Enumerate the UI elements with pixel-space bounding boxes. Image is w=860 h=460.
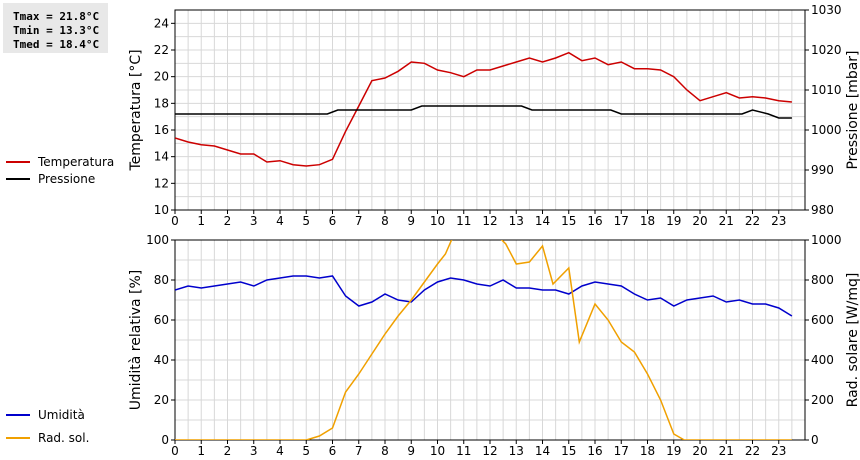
top-xtick-label: 22 [745,214,760,228]
bottom-xtick-label: 19 [666,444,681,458]
bottom-series-line-1 [175,240,792,440]
bottom-ytick-label: 40 [154,353,169,367]
bottom-legend-label: Umidità [38,408,85,422]
bottom-xtick-label: 16 [587,444,602,458]
top-y2tick-label: 1030 [811,3,842,17]
bottom-xtick-label: 4 [276,444,284,458]
top-ytick-label: 20 [154,70,169,84]
top-xtick-label: 6 [329,214,337,228]
top-series-line-1 [175,105,792,119]
bottom-y2tick-label: 600 [811,313,834,327]
bottom-xtick-label: 13 [509,444,524,458]
top-ytick-label: 18 [154,96,169,110]
top-xtick-label: 21 [719,214,734,228]
bottom-xtick-label: 1 [197,444,205,458]
top-legend-label: Temperatura [37,155,114,169]
bottom-xtick-label: 22 [745,444,760,458]
bottom-xtick-label: 7 [355,444,363,458]
bottom-panel: 0 1 2 3 4 5 6 7 8 9 10 11 12 13 14 15 16 17 18 19 20 21 22 2302… [6,233,860,458]
bottom-series-line-0 [175,275,793,317]
top-xtick-label: 18 [640,214,655,228]
top-xtick-label: 19 [666,214,681,228]
top-ytick-label: 24 [154,16,169,30]
top-ytick-label: 14 [154,150,169,164]
bottom-xtick-label: 17 [614,444,629,458]
bottom-xtick-label: 23 [771,444,786,458]
bottom-xtick-label: 14 [535,444,550,458]
top-series-line-0 [175,51,792,167]
tmax-text: Tmax = 21.8°C [13,10,100,23]
bottom-xtick-label: 9 [407,444,415,458]
top-xtick-label: 17 [614,214,629,228]
bottom-xtick-label: 2 [224,444,232,458]
top-xtick-label: 14 [535,214,550,228]
bottom-xtick-label: 12 [482,444,497,458]
top-ytick-label: 22 [154,43,169,57]
bottom-y2tick-label: 400 [811,353,834,367]
bottom-xtick-label: 10 [430,444,445,458]
top-xtick-label: 0 [171,214,179,228]
bottom-ytick-label: 100 [146,233,169,247]
bottom-ytick-label: 60 [154,313,169,327]
top-xtick-label: 3 [250,214,258,228]
top-panel: 0 1 2 3 4 5 6 7 8 9 10 11 12 13 14 15 16 17 18 19 20 21 22 2310… [6,3,860,228]
top-xtick-label: 23 [771,214,786,228]
top-y2tick-label: 1000 [811,123,842,137]
top-xtick-label: 8 [381,214,389,228]
top-y2label: Pressione [mbar] [845,50,860,169]
top-xtick-label: 10 [430,214,445,228]
top-y2tick-label: 1020 [811,43,842,57]
bottom-y2tick-label: 800 [811,273,834,287]
bottom-xtick-label: 5 [302,444,310,458]
top-xtick-label: 13 [509,214,524,228]
bottom-y2label: Rad. solare [W/mq] [845,273,860,408]
stats-box: Tmax = 21.8°C Tmin = 13.3°C Tmed = 18.4°… [3,3,108,53]
top-xtick-label: 11 [456,214,471,228]
bottom-xtick-label: 20 [692,444,707,458]
bottom-y2tick-label: 1000 [811,233,842,247]
top-xtick-label: 1 [197,214,205,228]
bottom-y2tick-label: 200 [811,393,834,407]
bottom-ytick-label: 80 [154,273,169,287]
bottom-xtick-label: 3 [250,444,258,458]
bottom-xtick-label: 15 [561,444,576,458]
top-xtick-label: 20 [692,214,707,228]
bottom-xtick-label: 8 [381,444,389,458]
bottom-xtick-label: 11 [456,444,471,458]
top-ytick-label: 12 [154,176,169,190]
top-legend-label: Pressione [38,172,95,186]
bottom-xtick-label: 21 [719,444,734,458]
bottom-ytick-label: 20 [154,393,169,407]
top-xtick-label: 7 [355,214,363,228]
top-ytick-label: 10 [154,203,169,217]
bottom-xtick-label: 6 [329,444,337,458]
top-xtick-label: 2 [224,214,232,228]
bottom-ylabel: Umidità relativa [%] [128,270,144,411]
top-xtick-label: 16 [587,214,602,228]
top-xtick-label: 5 [302,214,310,228]
top-xtick-label: 4 [276,214,284,228]
bottom-y2tick-label: 0 [811,433,819,447]
bottom-xtick-label: 0 [171,444,179,458]
tmed-text: Tmed = 18.4°C [13,38,100,51]
bottom-xtick-label: 18 [640,444,655,458]
top-y2tick-label: 980 [811,203,834,217]
top-y2tick-label: 990 [811,163,834,177]
top-xtick-label: 9 [407,214,415,228]
top-y2tick-label: 1010 [811,83,842,97]
bottom-legend-label: Rad. sol. [38,431,89,445]
top-xtick-label: 12 [482,214,497,228]
tmin-text: Tmin = 13.3°C [13,24,100,37]
top-ytick-label: 16 [154,123,169,137]
bottom-ytick-label: 0 [161,433,169,447]
top-ylabel: Temperatura [°C] [128,49,144,171]
top-xtick-label: 15 [561,214,576,228]
